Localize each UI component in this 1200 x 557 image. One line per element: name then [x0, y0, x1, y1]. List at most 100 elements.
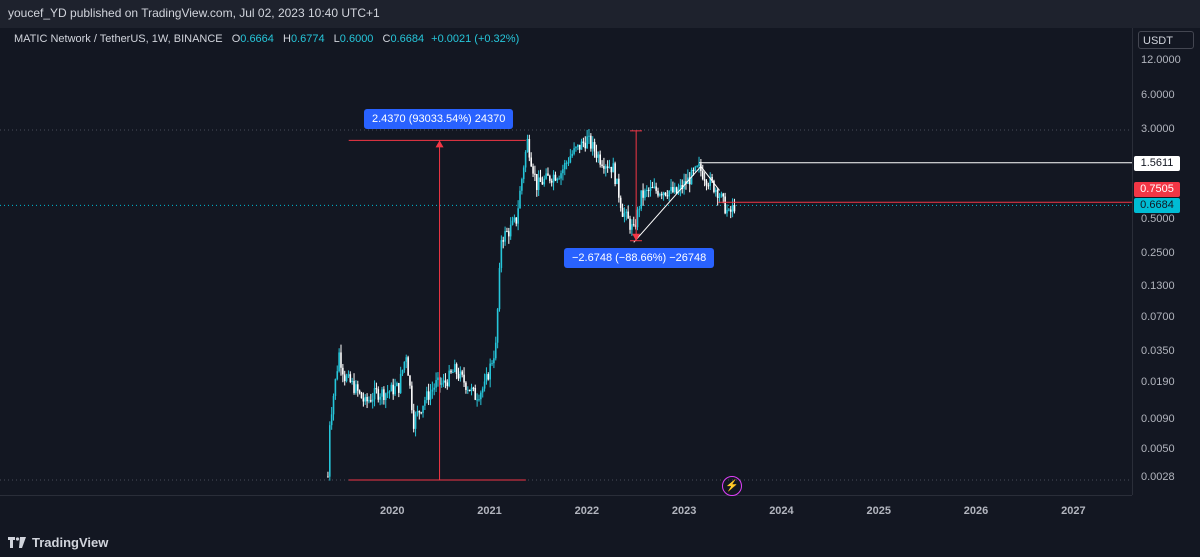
candle-body [526, 138, 529, 153]
candle-body [435, 380, 437, 388]
year-tick-label: 2020 [380, 505, 405, 517]
candle-body [586, 136, 588, 149]
candle-body [679, 185, 682, 190]
candle-body [452, 372, 454, 374]
candle-body [327, 476, 329, 478]
tradingview-logo-icon [8, 536, 26, 548]
time-axis[interactable] [0, 495, 1132, 530]
candle-body [371, 399, 374, 402]
candle-body [588, 135, 590, 137]
candle-body [647, 189, 650, 191]
candle-body [651, 187, 654, 189]
candle-body [396, 383, 398, 387]
candle-body [453, 364, 456, 373]
candle-body [425, 391, 428, 401]
candle-body [397, 383, 400, 393]
open-value: 0.6664 [240, 33, 274, 45]
price-tick-label: 3.0000 [1141, 123, 1175, 135]
candle-body [355, 384, 357, 393]
candle-body [694, 166, 697, 171]
currency-selector[interactable]: USDT [1138, 31, 1194, 49]
candle-body [414, 414, 417, 429]
publisher-text: youcef_YD published on TradingView.com, … [8, 6, 380, 20]
candle-body [599, 154, 601, 165]
candle-body [474, 388, 477, 400]
candle-body [698, 163, 700, 167]
measure-label-up[interactable]: 2.4370 (93033.54%) 24370 [364, 109, 514, 129]
candle-body [509, 224, 512, 237]
candle-body [537, 177, 540, 191]
candle-body [569, 156, 572, 163]
candle-body [653, 186, 656, 188]
candle-body [429, 391, 432, 400]
year-tick-label: 2022 [574, 505, 600, 517]
high-label: H [282, 33, 291, 45]
candle-body [582, 141, 585, 143]
candle-body [636, 209, 639, 228]
candle-body [614, 163, 616, 185]
price-tick-label: 0.2500 [1141, 247, 1175, 259]
publish-bar: youcef_YD published on TradingView.com, … [0, 0, 1200, 28]
candle-body [530, 157, 532, 167]
candle-body [328, 425, 331, 477]
candle-body [610, 166, 613, 173]
price-tick-label: 0.0190 [1141, 376, 1175, 388]
candle-body [381, 389, 383, 397]
candle-body [567, 162, 570, 164]
candle-body [411, 385, 413, 411]
candle-body [631, 224, 633, 230]
candle-body [418, 411, 421, 413]
candle-body [370, 400, 372, 402]
candle-body [560, 173, 562, 179]
candle-body [539, 177, 542, 182]
candle-body [343, 374, 346, 382]
candle-body [655, 186, 657, 191]
measure-up-arrow [435, 140, 444, 148]
candle-body [618, 178, 620, 198]
candle-body [535, 173, 538, 191]
candle-body [506, 231, 508, 233]
candle-body [597, 154, 600, 158]
price-tag-label: 1.5611 [1134, 156, 1180, 171]
lightning-icon[interactable]: ⚡ [722, 476, 742, 496]
candle-body [448, 370, 450, 387]
candle-body [334, 379, 337, 396]
measure-down-arrow [632, 233, 641, 241]
change-value: +0.0021 (+0.32%) [431, 33, 520, 45]
price-tick-label: 6.0000 [1141, 89, 1175, 101]
candle-body [595, 151, 598, 158]
candle-body [412, 410, 415, 429]
candle-body [554, 174, 557, 181]
tradingview-logo[interactable]: TradingView [8, 535, 108, 550]
candle-body [606, 166, 609, 168]
candle-body [524, 152, 527, 168]
candle-body [724, 196, 726, 214]
candle-body [521, 179, 523, 191]
candle-body [340, 352, 342, 368]
candle-body [593, 142, 596, 152]
candle-body [440, 383, 443, 385]
measure-label-down[interactable]: −2.6748 (−88.66%) −26748 [564, 248, 715, 268]
price-tag-label: 0.7505 [1134, 182, 1180, 197]
candle-body [563, 163, 566, 170]
candle-body [515, 217, 518, 224]
low-value: 0.6000 [339, 33, 374, 45]
candle-body [556, 178, 559, 181]
candle-body [562, 169, 564, 174]
year-tick-label: 2021 [477, 505, 502, 517]
candle-body [342, 367, 344, 375]
year-tick-label: 2023 [671, 505, 697, 517]
candle-body [713, 180, 715, 192]
low-label: L [333, 33, 340, 45]
candle-body [366, 396, 368, 402]
candle-body [666, 195, 669, 197]
close-label: C [382, 33, 391, 45]
candle-body [603, 165, 605, 169]
candle-body [541, 181, 544, 185]
candle-body [619, 197, 622, 208]
candle-body [549, 175, 551, 181]
price-axis[interactable] [1132, 28, 1200, 495]
candle-body [483, 381, 486, 389]
candle-body [668, 190, 670, 197]
candle-body [446, 382, 449, 387]
